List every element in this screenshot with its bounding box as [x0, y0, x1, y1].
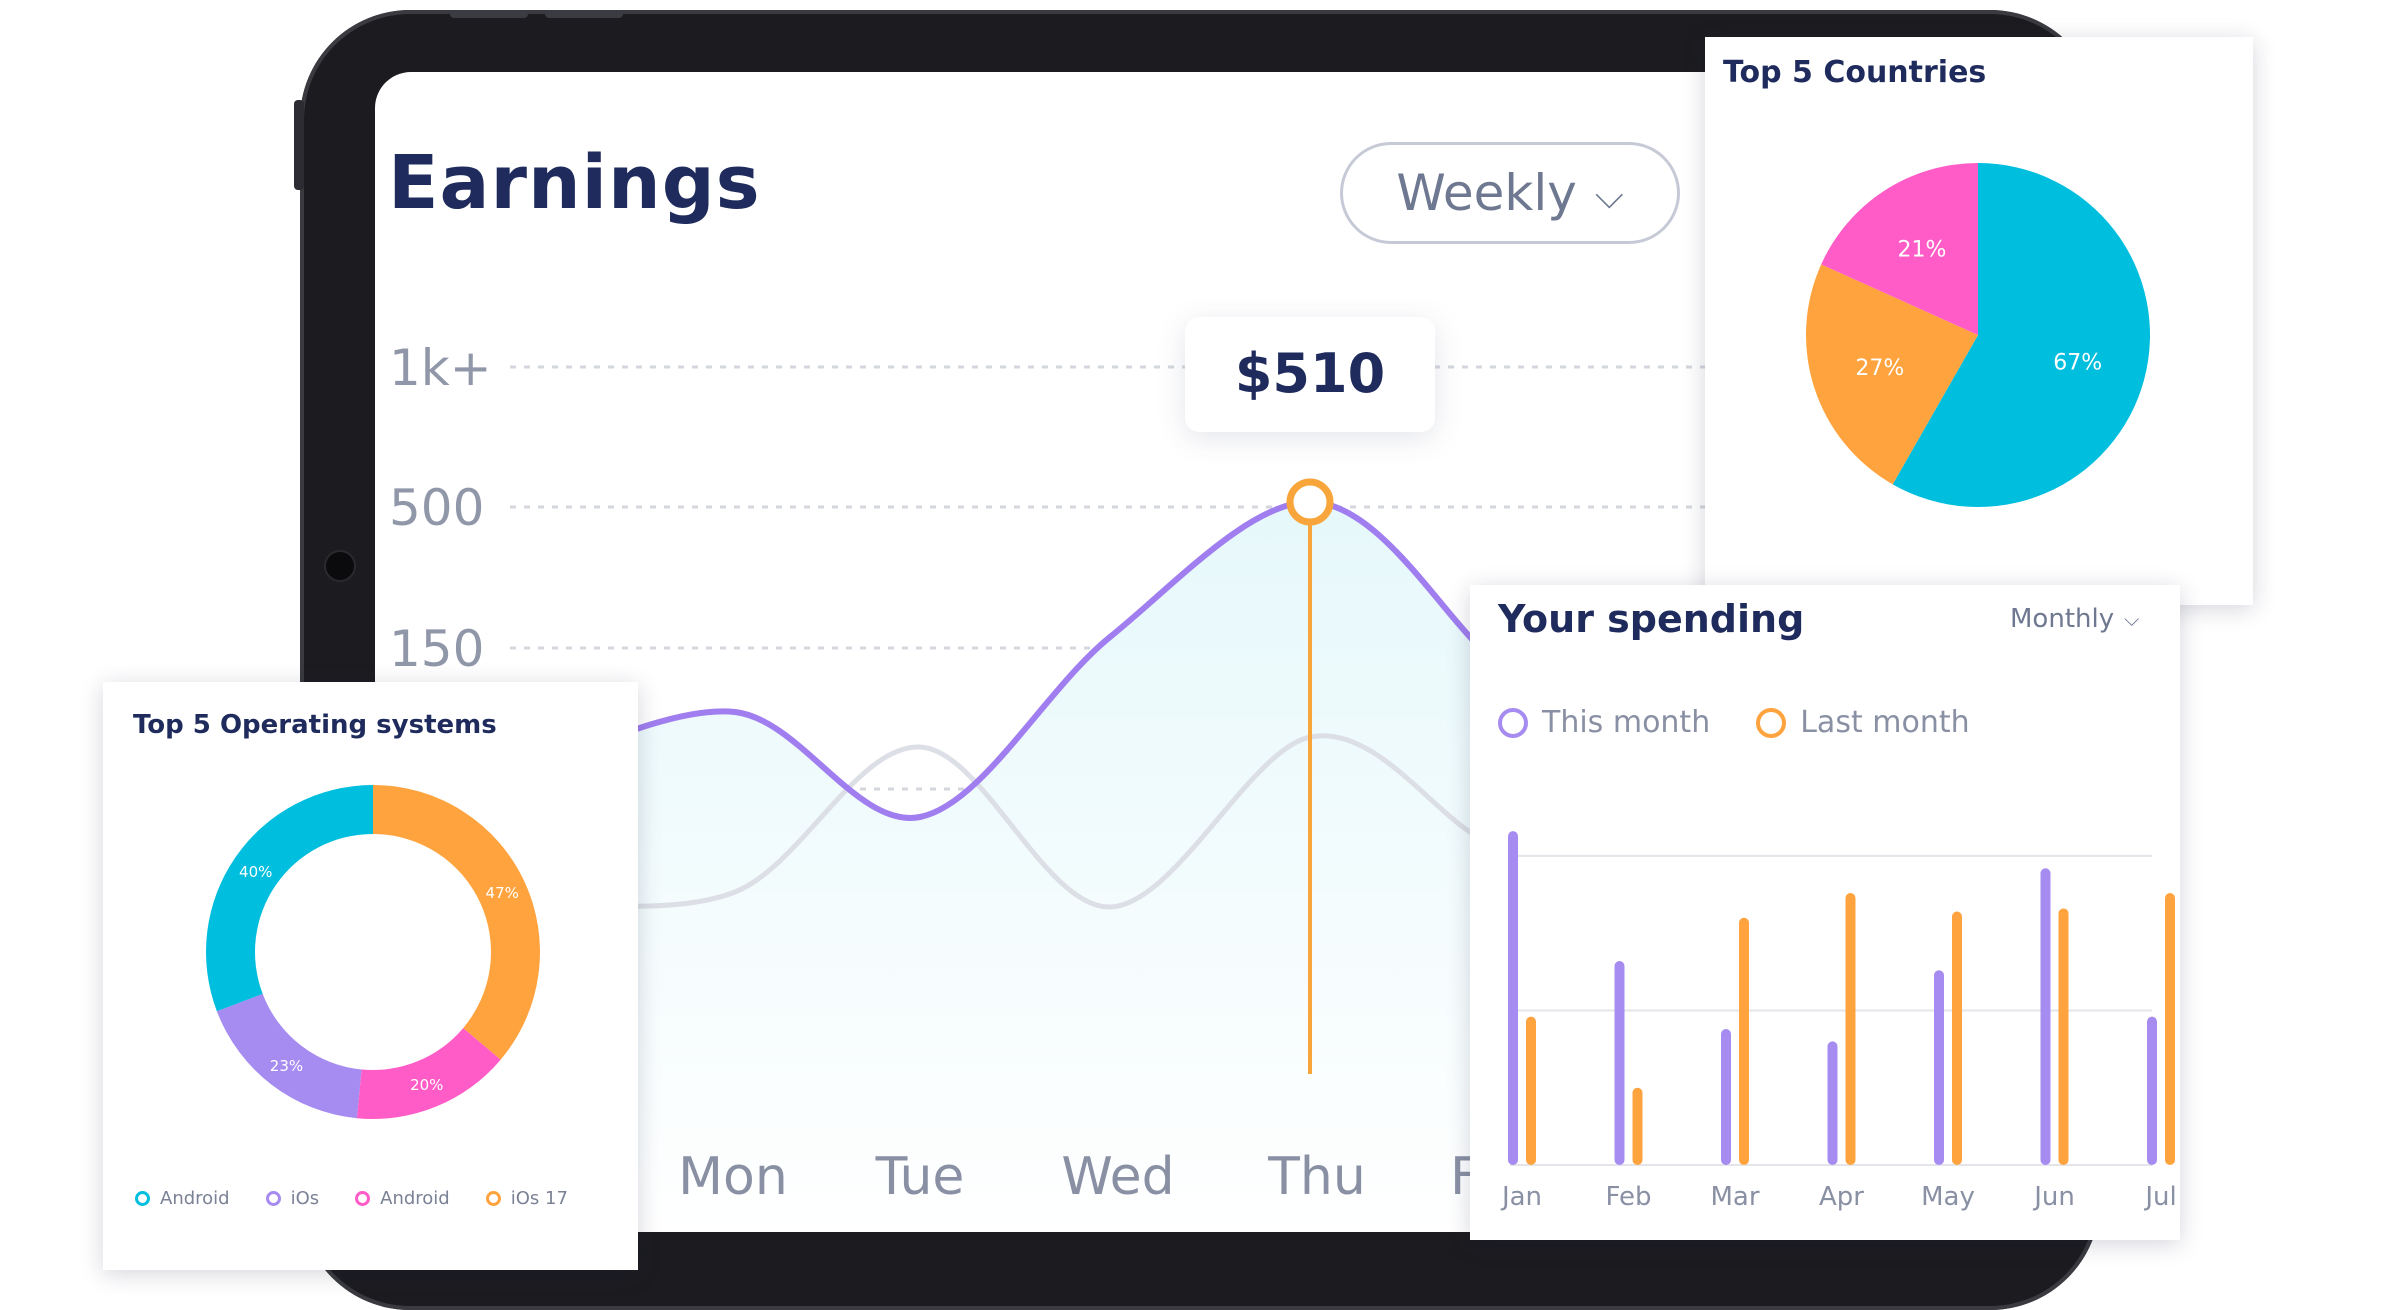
legend-label: Android — [380, 1188, 450, 1209]
bar — [2147, 1016, 2157, 1165]
slice-label: 27% — [1855, 356, 1904, 381]
y-tick-label: 150 — [389, 620, 484, 678]
segment-label: 23% — [270, 1057, 303, 1075]
x-tick-label: Jul — [2143, 1182, 2176, 1212]
chevron-down-icon: ⌵ — [2124, 607, 2140, 631]
period-dropdown[interactable]: Weekly ⌵ — [1340, 142, 1680, 244]
slice-label: 21% — [1898, 237, 1947, 262]
legend-item[interactable]: iOs 17 — [485, 1188, 568, 1209]
bar — [1845, 893, 1856, 1165]
segment-label: 47% — [486, 884, 519, 902]
legend-ring-icon — [1756, 707, 1787, 738]
tablet-camera — [324, 550, 356, 582]
x-tick-label: Apr — [1819, 1182, 1864, 1212]
legend-ring-icon — [485, 1191, 501, 1206]
this-week-area — [525, 502, 1575, 1232]
legend-label: Last month — [1800, 705, 1970, 740]
bar — [2165, 893, 2175, 1165]
os-title: Top 5 Operating systems — [133, 710, 497, 740]
x-tick-label: Thu — [1267, 1147, 1366, 1207]
tablet-button — [450, 10, 528, 18]
countries-card: Top 5 Countries 67% 27% 21% — [1705, 37, 2253, 605]
donut-segment — [205, 785, 373, 1012]
legend-ring-icon — [265, 1191, 281, 1206]
highlight-point[interactable] — [1286, 478, 1334, 526]
legend-label: iOs 17 — [510, 1188, 568, 1209]
spending-card: Your spending This month Last month Jan F… — [1470, 585, 2180, 1240]
x-tick-label: May — [1921, 1182, 1975, 1212]
legend-ring-icon — [355, 1191, 371, 1206]
x-tick-label: Wed — [1061, 1147, 1174, 1207]
legend-item[interactable]: Android — [135, 1188, 230, 1209]
os-legend: Android iOs Android iOs 17 — [135, 1188, 568, 1209]
spending-bar-chart: Jan Feb Mar Apr May Jun Jul — [1500, 831, 2177, 1212]
chevron-down-icon: ⌵ — [1594, 172, 1624, 217]
x-tick-label: Jun — [2032, 1182, 2075, 1212]
value-tooltip: $510 — [1185, 317, 1435, 432]
tablet-button — [545, 10, 623, 18]
legend-item[interactable]: This month — [1498, 705, 1710, 740]
x-tick-label: Jan — [1500, 1182, 1542, 1212]
bar — [1952, 911, 1962, 1165]
x-tick-label: Mar — [1710, 1182, 1759, 1212]
pie-slice — [1821, 163, 1978, 335]
x-tick-label: Tue — [875, 1147, 965, 1207]
legend-ring-icon — [1498, 707, 1528, 738]
tooltip-value: $510 — [1235, 342, 1385, 405]
this-week-line — [522, 498, 1578, 821]
spending-period-label: Monthly — [2010, 604, 2115, 634]
pie-slice — [1806, 264, 1978, 485]
bar — [1739, 917, 1749, 1165]
bar — [1721, 1029, 1731, 1165]
legend-label: This month — [1542, 705, 1711, 740]
segment-label: 40% — [239, 863, 272, 881]
os-card: Top 5 Operating systems 47% 20% 23% 40% And… — [103, 682, 638, 1270]
legend-label: Android — [160, 1188, 230, 1209]
bar — [1934, 970, 1944, 1165]
y-tick-label: 1k+ — [389, 339, 492, 397]
pie-slice — [1892, 163, 2150, 507]
spending-period-dropdown[interactable]: Monthly ⌵ — [2010, 604, 2139, 634]
legend-ring-icon — [135, 1191, 150, 1206]
bar — [1508, 831, 1518, 1165]
bar — [1526, 1016, 1536, 1165]
x-tick-label: Mon — [678, 1147, 788, 1207]
tablet-side-button — [294, 100, 304, 190]
bar — [1632, 1087, 1643, 1165]
x-tick-label: Feb — [1605, 1182, 1651, 1212]
countries-pie-chart: 67% 27% 21% — [1806, 163, 2150, 507]
legend-item[interactable]: Last month — [1756, 705, 1970, 740]
donut-segment — [356, 1028, 501, 1119]
slice-label: 67% — [2053, 350, 2102, 375]
countries-title: Top 5 Countries — [1723, 55, 1987, 90]
spending-legend: This month Last month — [1498, 705, 2016, 740]
legend-item[interactable]: iOs — [265, 1188, 320, 1209]
y-tick-label: 500 — [389, 479, 484, 537]
os-donut-chart: 47% 20% 23% 40% — [205, 785, 541, 1119]
legend-item[interactable]: Android — [355, 1188, 450, 1209]
spending-title: Your spending — [1498, 597, 1805, 641]
bar — [1827, 1041, 1838, 1165]
donut-segment — [373, 785, 541, 1060]
last-week-line — [524, 733, 1577, 914]
donut-segment — [216, 993, 362, 1119]
page-title: Earnings — [388, 140, 761, 226]
legend-label: iOs — [290, 1188, 320, 1209]
bar — [1614, 961, 1625, 1165]
bar — [2058, 908, 2069, 1165]
bar — [2040, 868, 2051, 1165]
segment-label: 20% — [410, 1076, 443, 1094]
period-dropdown-label: Weekly — [1396, 164, 1577, 222]
